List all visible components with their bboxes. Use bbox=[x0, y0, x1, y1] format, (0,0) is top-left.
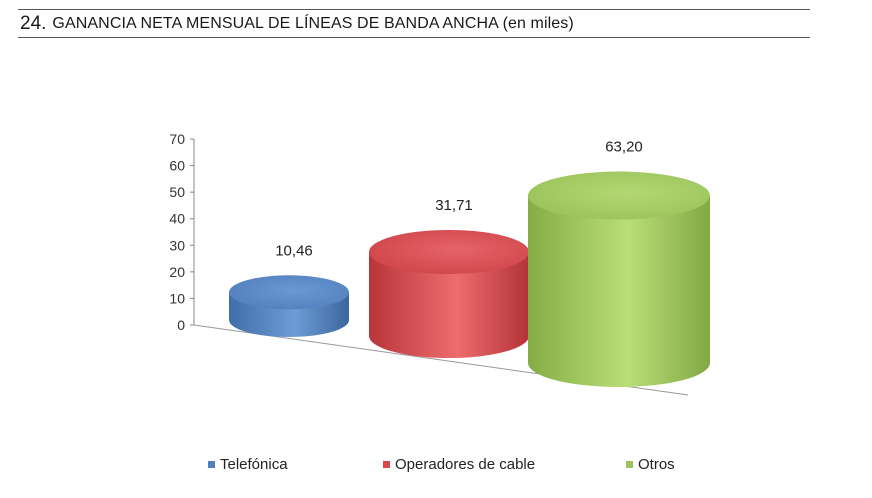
y-tick-label: 20 bbox=[169, 264, 185, 280]
legend-label: Otros bbox=[638, 456, 675, 473]
y-tick-label: 40 bbox=[169, 211, 185, 227]
bar-2 bbox=[369, 229, 529, 358]
legend-swatch bbox=[208, 461, 215, 468]
legend-swatch bbox=[383, 461, 390, 468]
data-label: 63,20 bbox=[605, 139, 643, 156]
legend-item-telefonica: Telefónica bbox=[208, 456, 288, 473]
chart-number: 24. bbox=[20, 12, 47, 34]
bar-1 bbox=[229, 275, 349, 337]
data-label: 10,46 bbox=[275, 242, 313, 259]
legend-label: Operadores de cable bbox=[395, 456, 536, 473]
data-labels-group: 10,46 31,71 63,20 bbox=[275, 139, 643, 260]
bars-group bbox=[229, 171, 710, 387]
bar-body bbox=[369, 251, 529, 358]
bar-3 bbox=[528, 171, 710, 387]
legend-item-operadores-de-cable: Operadores de cable bbox=[383, 456, 535, 473]
chart-title-bar: 24. GANANCIA NETA MENSUAL DE LÍNEAS DE B… bbox=[18, 9, 810, 38]
bar-top bbox=[229, 275, 349, 310]
y-tick-label: 30 bbox=[169, 237, 185, 253]
y-tick-label: 10 bbox=[169, 290, 185, 306]
bar-top bbox=[528, 171, 710, 220]
legend-swatch bbox=[626, 461, 633, 468]
y-tick-label: 0 bbox=[177, 317, 185, 333]
y-tick-label: 60 bbox=[169, 158, 185, 174]
bar-body bbox=[528, 195, 710, 387]
y-tick-label: 70 bbox=[169, 131, 185, 147]
legend-label: Telefónica bbox=[220, 456, 288, 473]
chart-title: GANANCIA NETA MENSUAL DE LÍNEAS DE BANDA… bbox=[52, 14, 574, 32]
legend: Telefónica Operadores de cable Otros bbox=[0, 456, 872, 476]
legend-item-otros: Otros bbox=[626, 456, 675, 473]
y-tick-label: 50 bbox=[169, 184, 185, 200]
bar-top bbox=[369, 229, 529, 274]
y-axis: 0 10 20 30 40 50 60 70 bbox=[169, 131, 689, 396]
data-label: 31,71 bbox=[435, 197, 473, 214]
